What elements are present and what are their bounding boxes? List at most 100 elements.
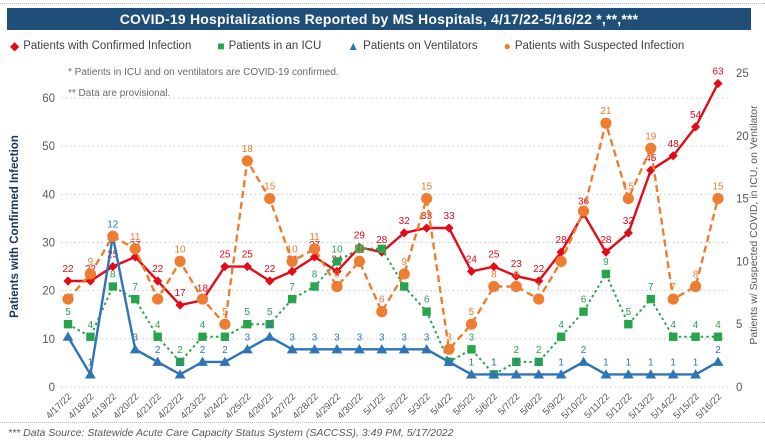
data-point-marker bbox=[467, 345, 476, 354]
data-point-label: 4 bbox=[88, 320, 94, 331]
data-point-marker bbox=[624, 320, 633, 329]
data-point-marker bbox=[667, 369, 679, 379]
data-point-label: 5 bbox=[245, 307, 251, 318]
left-axis-tick-label: 10 bbox=[42, 334, 55, 346]
series-line-circle bbox=[67, 118, 720, 353]
data-point-label: 1 bbox=[513, 357, 519, 368]
data-point-marker bbox=[353, 255, 365, 267]
left-axis-tick-label: 40 bbox=[42, 189, 55, 201]
data-point-marker bbox=[129, 243, 141, 255]
data-point-marker bbox=[308, 243, 321, 255]
data-point-label: 10 bbox=[354, 244, 366, 255]
data-point-label: 6 bbox=[581, 295, 587, 306]
data-point-label: 1 bbox=[626, 357, 632, 368]
data-point-marker bbox=[197, 356, 208, 366]
data-point-label: 2 bbox=[715, 345, 721, 356]
data-point-marker bbox=[556, 332, 566, 341]
data-point-label: 63 bbox=[712, 67, 724, 78]
data-point-label: 7 bbox=[536, 282, 542, 293]
data-point-label: 25 bbox=[242, 250, 254, 261]
data-point-label: 5 bbox=[65, 307, 71, 318]
data-point-label: 24 bbox=[466, 254, 478, 265]
data-point-marker bbox=[689, 280, 702, 293]
data-point-label: 8 bbox=[334, 270, 340, 281]
data-point-marker bbox=[174, 255, 186, 267]
left-axis-tick-label: 60 bbox=[42, 93, 55, 105]
data-point-marker bbox=[444, 223, 454, 233]
left-axis-tick-label: 20 bbox=[42, 286, 55, 298]
data-point-label: 25 bbox=[219, 250, 231, 261]
data-point-label: 7 bbox=[670, 282, 676, 293]
legend-item: ◆ Patients with Confirmed Infection bbox=[10, 40, 191, 52]
data-point-marker bbox=[534, 276, 544, 286]
chart-title-bar: COVID-19 Hospitalizations Reported by MS… bbox=[7, 8, 751, 30]
data-point-label: 19 bbox=[645, 131, 657, 142]
data-point-marker bbox=[601, 269, 611, 279]
data-point-marker bbox=[286, 255, 298, 267]
legend-item: ■ Patients in an ICU bbox=[217, 40, 321, 52]
data-point-marker bbox=[377, 244, 386, 254]
data-point-label: 5 bbox=[626, 307, 632, 318]
footnote-provisional: ** Data are provisional. bbox=[68, 88, 171, 99]
data-point-label: 1 bbox=[177, 357, 183, 368]
data-point-label: 2 bbox=[200, 345, 206, 356]
data-point-marker bbox=[465, 318, 478, 330]
data-point-marker bbox=[556, 247, 566, 257]
data-point-label: 5 bbox=[267, 307, 273, 318]
data-point-label: 7 bbox=[132, 282, 138, 293]
x-axis-tick-label: 5/4/22 bbox=[429, 391, 455, 417]
data-point-marker bbox=[220, 332, 230, 341]
data-point-marker bbox=[398, 268, 410, 280]
data-point-marker bbox=[623, 228, 633, 238]
data-point-marker bbox=[175, 300, 185, 310]
data-point-marker bbox=[443, 356, 455, 366]
data-point-marker bbox=[422, 307, 431, 316]
right-axis-tick-label: 10 bbox=[736, 256, 749, 268]
circle-icon: ● bbox=[503, 39, 511, 53]
data-point-label: 3 bbox=[132, 332, 138, 343]
chart-title: COVID-19 Hospitalizations Reported by MS… bbox=[119, 11, 639, 27]
data-point-label: 1 bbox=[603, 357, 609, 368]
data-point-marker bbox=[265, 320, 274, 329]
data-point-marker bbox=[489, 261, 499, 272]
data-point-label: 1 bbox=[536, 357, 542, 368]
left-axis-tick-label: 0 bbox=[49, 382, 55, 394]
data-point-marker bbox=[646, 165, 656, 175]
data-point-label: 18 bbox=[197, 283, 209, 294]
data-point-label: 32 bbox=[623, 216, 635, 227]
data-point-label: 18 bbox=[242, 144, 254, 155]
data-point-label: 4 bbox=[693, 320, 699, 331]
data-point-marker bbox=[466, 369, 477, 379]
data-point-marker bbox=[713, 78, 723, 89]
left-axis-tick-label: 30 bbox=[42, 237, 55, 249]
data-point-marker bbox=[690, 369, 701, 379]
data-point-label: 3 bbox=[312, 332, 318, 343]
right-axis-tick-label: 25 bbox=[736, 68, 749, 80]
data-point-label: 1 bbox=[670, 357, 676, 368]
data-point-marker bbox=[712, 193, 724, 205]
series-line-triangle bbox=[66, 236, 719, 378]
data-point-label: 2 bbox=[513, 345, 519, 356]
data-point-marker bbox=[578, 356, 589, 366]
data-point-label: 2 bbox=[155, 345, 161, 356]
data-point-label: 7 bbox=[289, 282, 295, 293]
data-point-marker bbox=[421, 193, 433, 205]
data-point-marker bbox=[713, 332, 723, 341]
data-point-marker bbox=[309, 344, 320, 354]
data-point-label: 15 bbox=[264, 182, 276, 193]
data-point-label: 2 bbox=[581, 345, 587, 356]
data-point-marker bbox=[466, 266, 477, 276]
data-point-label: 2 bbox=[177, 345, 183, 356]
data-point-label: 48 bbox=[668, 139, 680, 150]
data-point-marker bbox=[62, 331, 74, 341]
data-point-label: 11 bbox=[130, 232, 141, 243]
data-point-label: 17 bbox=[175, 288, 187, 299]
data-point-label: 9 bbox=[401, 257, 407, 268]
data-point-label: 15 bbox=[712, 182, 724, 193]
data-point-label: 1 bbox=[558, 357, 564, 368]
data-point-marker bbox=[130, 252, 140, 262]
data-point-marker bbox=[534, 357, 543, 367]
data-point-label: 33 bbox=[443, 211, 455, 222]
data-point-label: 29 bbox=[354, 230, 366, 241]
data-point-marker bbox=[376, 306, 388, 318]
